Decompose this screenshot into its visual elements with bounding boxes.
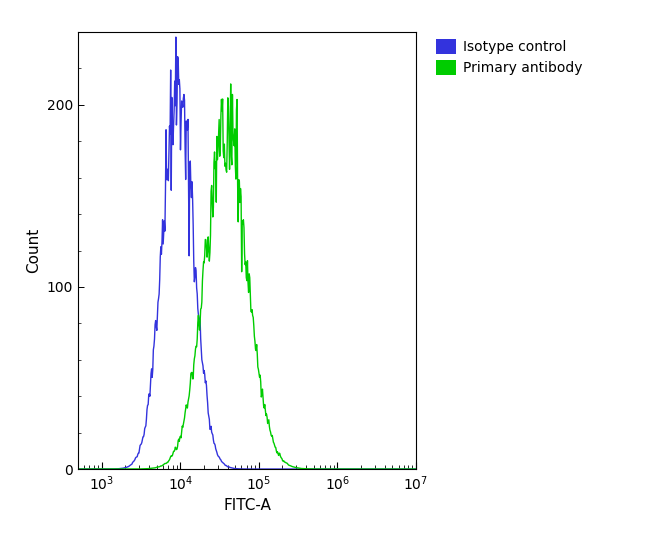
Legend: Isotype control, Primary antibody: Isotype control, Primary antibody [436, 39, 582, 75]
Y-axis label: Count: Count [26, 228, 41, 273]
X-axis label: FITC-A: FITC-A [223, 498, 271, 513]
